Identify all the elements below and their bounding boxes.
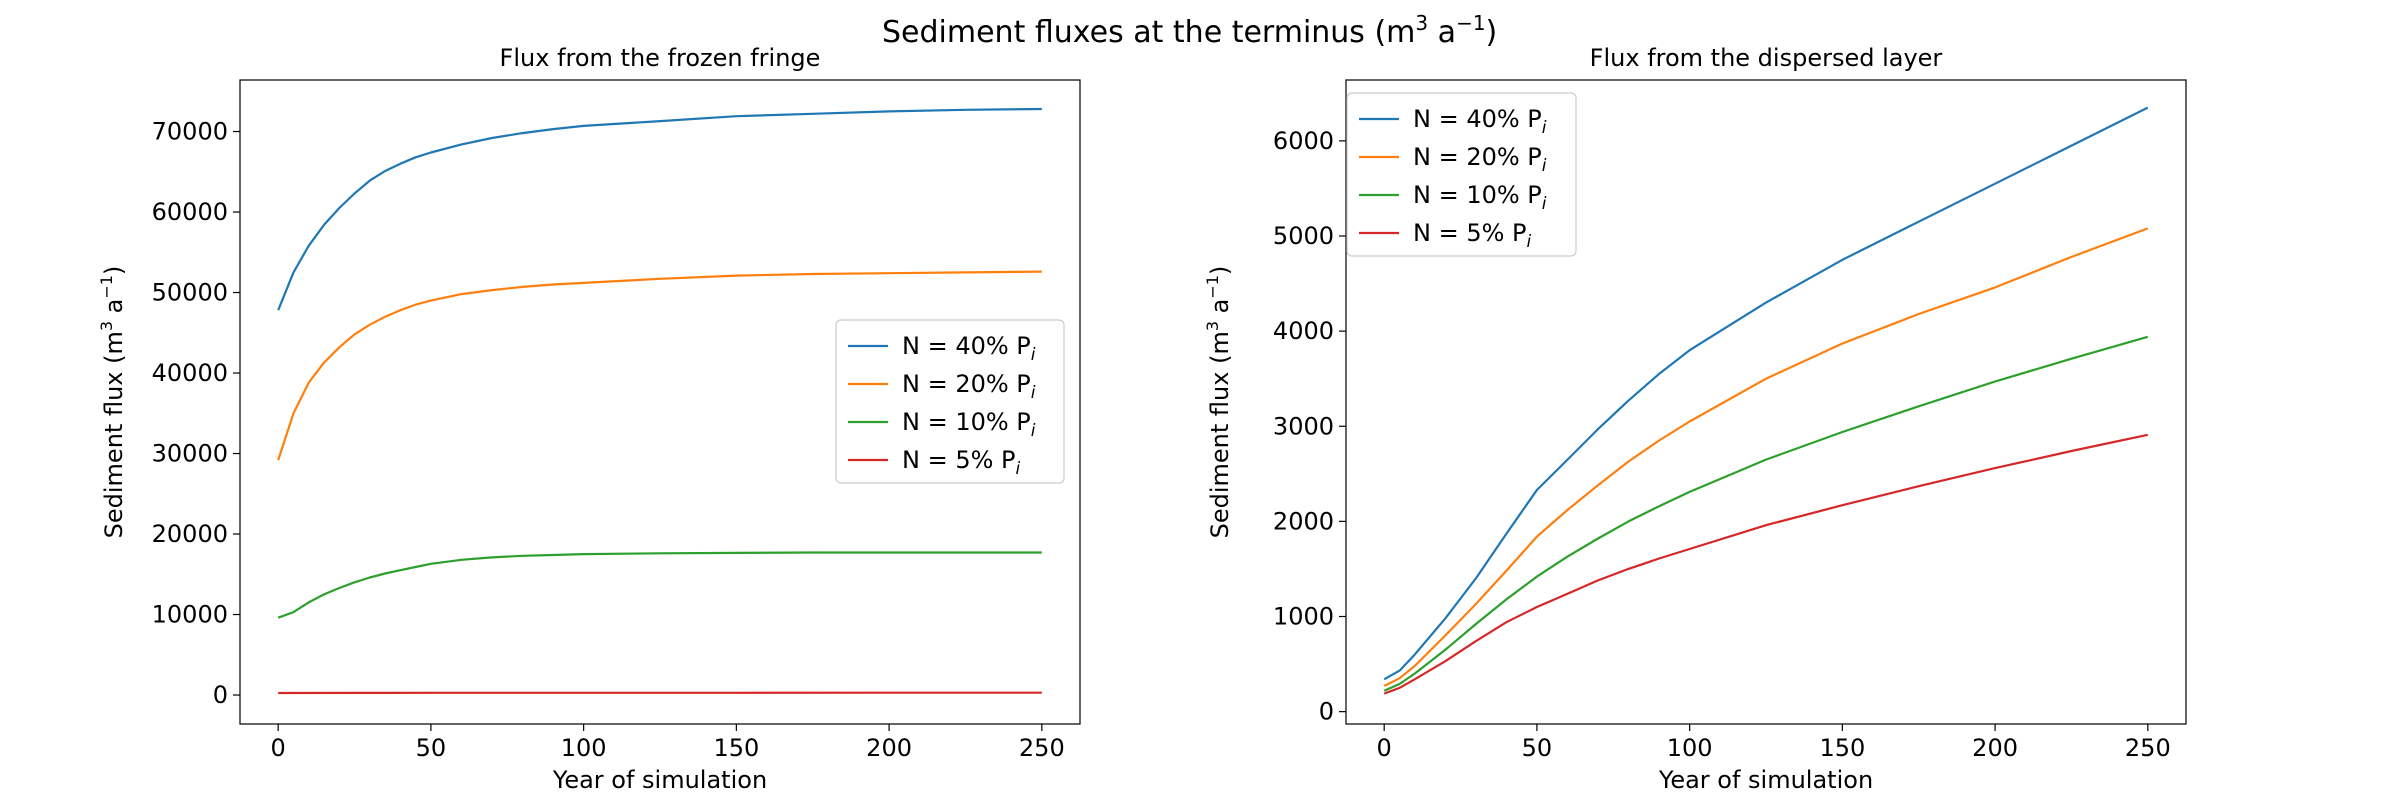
series-line-1 [1383, 227, 2149, 687]
legend-label-1: N = 20% Pi [902, 370, 1036, 403]
legend-label-2: N = 10% Pi [902, 408, 1036, 441]
series-line-0 [277, 107, 1042, 311]
figure-title: Sediment fluxes at the terminus (m3 a−1) [882, 11, 1497, 50]
series-line-0 [1383, 106, 2149, 681]
y-tick-label: 30000 [152, 440, 228, 468]
chart-frozen-fringe: Flux from the frozen fringe 0 50 100 150 200 2… [97, 44, 1081, 794]
x-tick-label: 100 [1667, 734, 1713, 762]
x-tick-label: 200 [1972, 734, 2018, 762]
series-line-2 [277, 551, 1042, 619]
y-tick-label: 6000 [1273, 127, 1334, 155]
series-line-2 [1383, 335, 2149, 692]
series-line-3 [1383, 433, 2149, 695]
legend: N = 40% Pi N = 20% Pi N = 10% Pi N = 5% Pi [835, 319, 1065, 484]
plot-frame [1345, 79, 2187, 725]
legend-label-3: N = 5% Pi [902, 446, 1021, 479]
y-axis-label: Sediment flux (m3 a−1) [1203, 266, 1234, 539]
chart-dispersed-layer: Flux from the dispersed layer 0 50 100 150 20… [1203, 44, 2187, 794]
x-tick-label: 250 [2125, 734, 2171, 762]
y-tick-label: 4000 [1273, 317, 1334, 345]
chart-title: Flux from the dispersed layer [1590, 44, 1943, 72]
y-tick-label: 0 [1319, 698, 1334, 726]
legend-label-3: N = 5% Pi [1413, 219, 1532, 252]
legend-box [1346, 92, 1577, 257]
x-tick-label: 50 [1522, 734, 1553, 762]
x-axis-label: Year of simulation [1658, 766, 1873, 794]
x-tick-label: 200 [866, 734, 912, 762]
y-tick-label: 2000 [1273, 507, 1334, 535]
y-tick-label: 50000 [152, 279, 228, 307]
y-tick-label: 40000 [152, 359, 228, 387]
y-tick-label: 60000 [152, 198, 228, 226]
x-axis-label: Year of simulation [552, 766, 767, 794]
plot-frame [239, 79, 1081, 725]
x-tick-label: 150 [1819, 734, 1865, 762]
x-tick-label: 250 [1019, 734, 1065, 762]
y-tick-label: 70000 [152, 118, 228, 146]
legend-label-0: N = 40% Pi [902, 332, 1036, 365]
y-tick-label: 10000 [152, 601, 228, 629]
legend-label-0: N = 40% Pi [1413, 105, 1547, 138]
series-line-1 [277, 270, 1042, 461]
y-tick-label: 5000 [1273, 222, 1334, 250]
x-tick-label: 0 [1377, 734, 1392, 762]
x-tick-label: 0 [271, 734, 286, 762]
chart-title: Flux from the frozen fringe [500, 44, 821, 72]
y-tick-label: 1000 [1273, 603, 1334, 631]
legend-label-2: N = 10% Pi [1413, 181, 1547, 214]
legend-label-1: N = 20% Pi [1413, 143, 1547, 176]
x-tick-label: 100 [561, 734, 607, 762]
y-axis-label: Sediment flux (m3 a−1) [97, 266, 128, 539]
legend: N = 40% Pi N = 20% Pi N = 10% Pi N = 5% Pi [1346, 92, 1577, 257]
legend-box [835, 319, 1065, 484]
x-tick-label: 150 [713, 734, 759, 762]
y-tick-label: 0 [213, 681, 228, 709]
y-tick-label: 20000 [152, 520, 228, 548]
x-tick-label: 50 [416, 734, 447, 762]
y-tick-label: 3000 [1273, 412, 1334, 440]
